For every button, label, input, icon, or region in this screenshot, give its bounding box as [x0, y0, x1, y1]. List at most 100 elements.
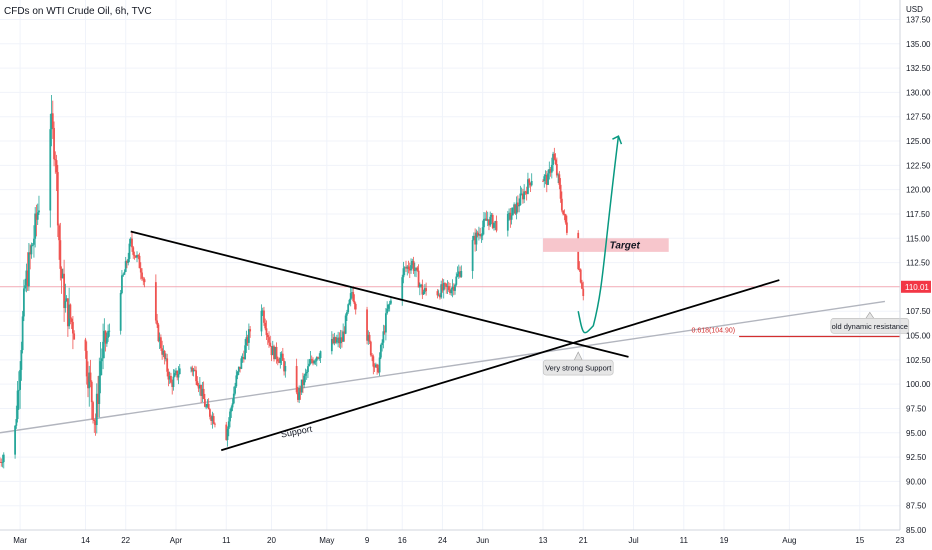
candle-body: [165, 358, 167, 360]
candle-body: [403, 267, 406, 269]
candle-body: [373, 366, 376, 368]
candle-body: [367, 334, 370, 341]
candle-body: [31, 244, 34, 246]
candle-body: [348, 299, 351, 305]
candle-body: [481, 227, 484, 236]
candle-body: [270, 346, 273, 356]
y-tick-label: 115.00: [906, 234, 930, 243]
candle-body: [378, 357, 381, 373]
candle-body: [108, 330, 111, 332]
candle-body: [170, 375, 172, 383]
candles: [0, 94, 585, 469]
candle-body: [99, 361, 102, 376]
candle-body: [158, 337, 161, 342]
candle-body: [193, 369, 196, 371]
candle-body: [342, 331, 345, 342]
candle-body: [136, 255, 138, 258]
candle-body: [353, 300, 356, 305]
candle-body: [103, 330, 106, 342]
candle-body: [202, 388, 205, 399]
candle-body: [513, 204, 516, 208]
candle-body: [549, 168, 552, 173]
candle-body: [280, 353, 283, 358]
candle-body: [134, 255, 137, 258]
candle-body: [34, 213, 37, 239]
candle-body: [157, 324, 160, 342]
candle-body: [201, 388, 204, 396]
candle-body: [49, 129, 52, 211]
y-tick-label: 125.00: [906, 137, 931, 146]
candle-body: [29, 252, 32, 255]
candle-body: [455, 276, 458, 285]
candle-body: [309, 359, 312, 364]
candle-body: [339, 337, 342, 344]
y-tick-label: 117.50: [906, 210, 930, 219]
candle-body: [283, 360, 285, 372]
y-tick-label: 87.50: [906, 502, 927, 511]
candle-body: [390, 300, 392, 304]
candle-body: [278, 361, 280, 363]
candle-body: [143, 279, 146, 283]
candle-body: [406, 266, 409, 269]
candle-body: [578, 269, 581, 270]
candle-body: [334, 337, 337, 343]
candle-body: [197, 385, 200, 389]
candle-body: [92, 402, 94, 420]
candle-body: [237, 366, 240, 372]
candle-body: [61, 273, 64, 279]
candle-body: [415, 267, 417, 271]
candle-body: [173, 373, 176, 377]
candle-body: [315, 357, 318, 361]
candle-body: [514, 204, 517, 214]
candle-body: [484, 218, 487, 220]
candle-body: [317, 357, 319, 359]
candle-body: [338, 337, 341, 344]
candle-body: [421, 284, 424, 295]
candle-body: [303, 375, 306, 386]
candle-body: [261, 310, 264, 312]
candle-body: [413, 270, 416, 272]
y-tick-label: 137.50: [906, 15, 931, 24]
candle-body: [2, 454, 5, 462]
candle-body: [515, 202, 518, 214]
candle-body: [489, 216, 492, 226]
candle-body: [376, 364, 378, 368]
x-tick-label: May: [319, 536, 334, 545]
candle-body: [175, 370, 177, 374]
candle-body: [166, 358, 169, 372]
candle-body: [168, 375, 171, 380]
candle-body: [423, 288, 426, 292]
candle-body: [308, 363, 311, 367]
candle-body: [405, 267, 407, 269]
candle-body: [69, 304, 72, 319]
candle-body: [555, 164, 558, 176]
candle-body: [457, 271, 460, 274]
candle-body: [245, 337, 248, 346]
candle-body: [494, 220, 497, 223]
candle-body: [485, 218, 488, 221]
y-tick-label: 130.00: [906, 88, 931, 97]
candle-body: [128, 243, 131, 259]
candle-body: [72, 321, 74, 334]
y-tick-label: 107.50: [906, 307, 931, 316]
candle-body: [558, 174, 561, 185]
callout-1: Very strong Support: [542, 351, 614, 376]
candle-body: [483, 218, 485, 228]
candle-body: [439, 294, 441, 298]
candle-body: [53, 127, 55, 160]
candle-body: [93, 419, 96, 421]
candle-body: [383, 331, 386, 333]
candle-body: [190, 367, 192, 369]
candle-body: [20, 350, 23, 370]
candle-body: [1, 461, 4, 463]
candle-body: [269, 342, 272, 347]
candle-body: [401, 277, 404, 301]
candle-body: [35, 213, 38, 220]
candle-body: [26, 270, 29, 287]
candle-body: [263, 310, 265, 323]
candle-body: [314, 360, 317, 362]
candle-body: [422, 291, 425, 295]
candle-body: [51, 113, 54, 128]
x-tick-label: 21: [579, 536, 588, 545]
